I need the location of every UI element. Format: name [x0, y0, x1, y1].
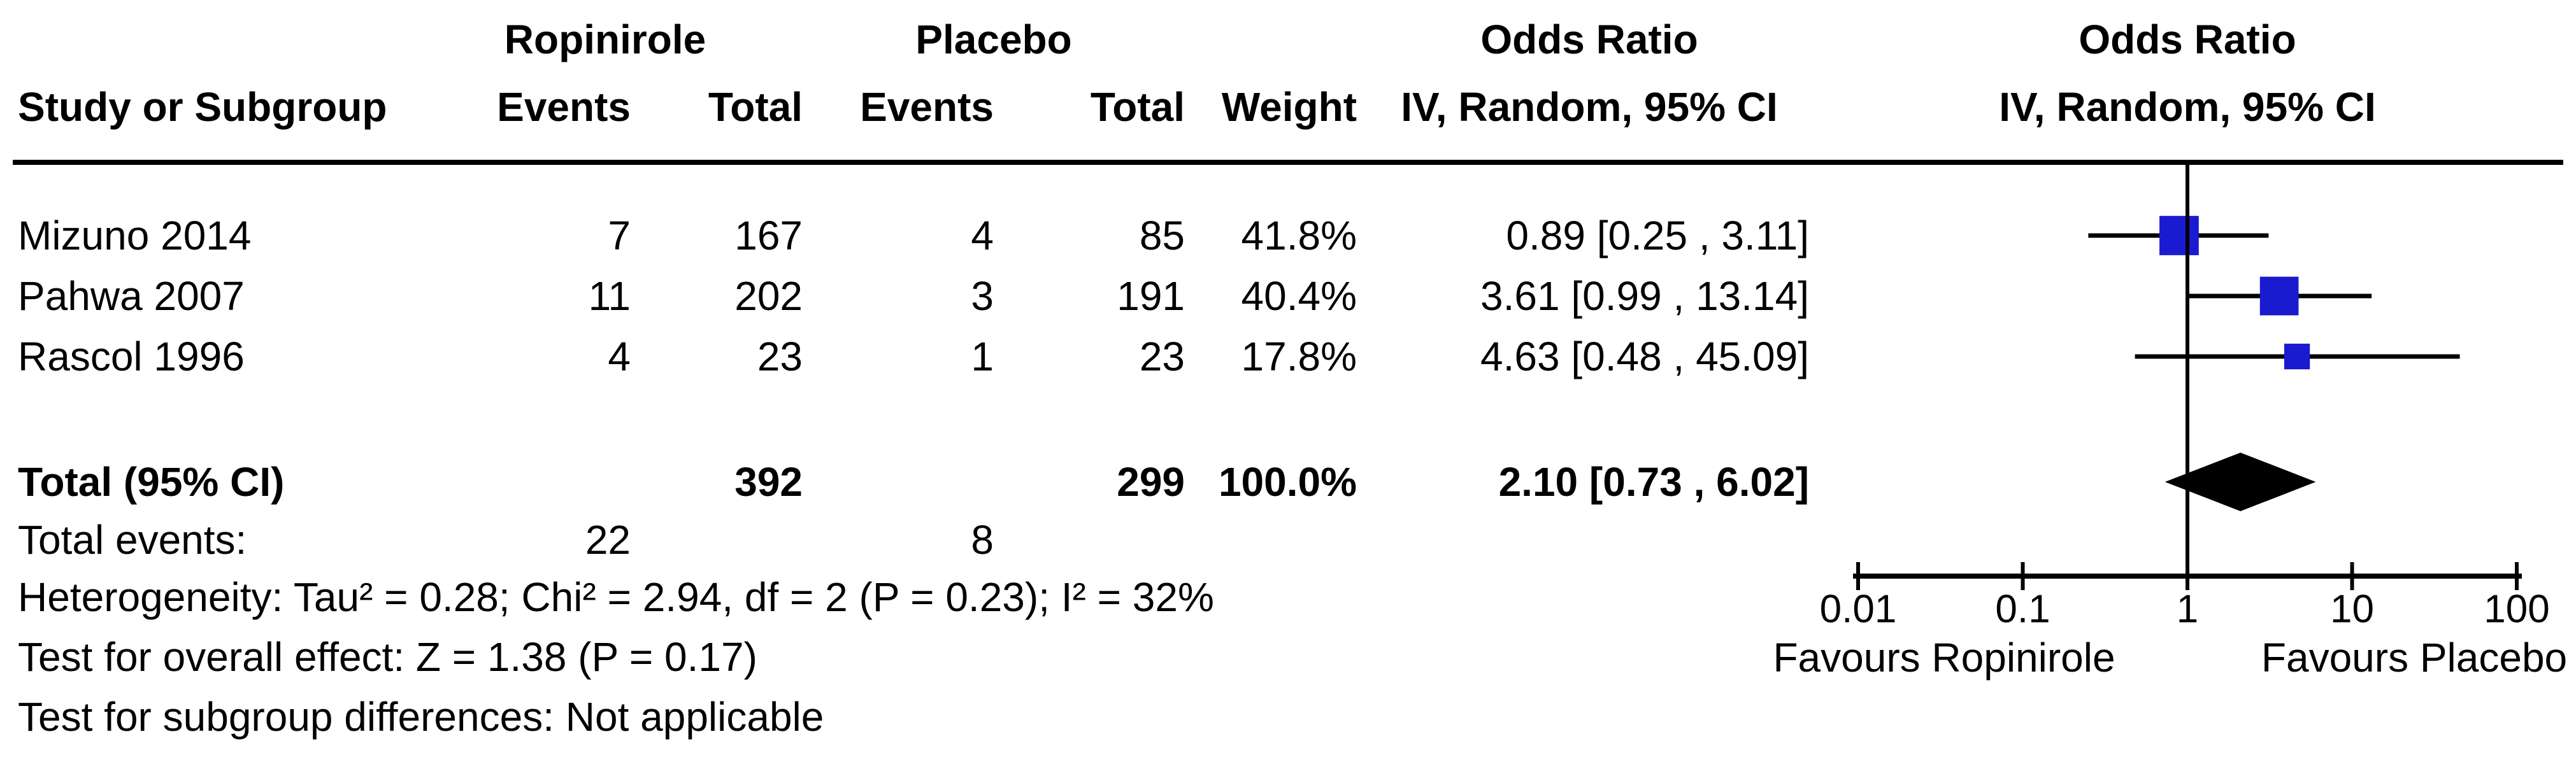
weight-column-header: Weight: [1221, 84, 1357, 130]
heterogeneity-stats: Heterogeneity: Tau² = 0.28; Chi² = 2.94,…: [18, 574, 1214, 620]
total-events-treat: 22: [585, 517, 631, 563]
method-column-header: IV, Random, 95% CI: [1401, 84, 1778, 130]
total-events-ctrl: 8: [971, 517, 994, 563]
events-treat-cell: 4: [608, 334, 631, 379]
axis-tick-label: 10: [2330, 587, 2374, 631]
favours-right-label: Favours Placebo: [2261, 635, 2568, 681]
column-header-row: Study or Subgroup Events Total Events To…: [0, 76, 1822, 138]
total1-column-header: Total: [708, 84, 803, 130]
subgroup-diff-test: Test for subgroup differences: Not appli…: [18, 694, 824, 740]
favours-left-label: Favours Ropinirole: [1773, 635, 2115, 681]
overall-effect-test: Test for overall effect: Z = 1.38 (P = 0…: [18, 634, 757, 680]
or-ci-cell: 3.61 [0.99 , 13.14]: [1480, 273, 1809, 319]
study-row: Rascol 1996 4 23 1 23 17.8% 4.63 [0.48 , 45.09…: [0, 326, 1822, 387]
weight-cell: 40.4%: [1241, 273, 1357, 319]
total-ctrl-cell: 191: [1117, 273, 1185, 319]
weight-cell: 41.8%: [1241, 213, 1357, 258]
total-row: Total (95% CI) 392 299 100.0% 2.10 [0.73…: [0, 451, 1822, 512]
total-events-row: Total events: 22 8: [0, 509, 1822, 570]
study-point-square: [2284, 343, 2310, 370]
total-events-label: Total events:: [18, 517, 247, 563]
total-or-ci-cell: 2.10 [0.73 , 6.02]: [1498, 459, 1809, 505]
total2-column-header: Total: [1090, 84, 1185, 130]
total-treat-cell: 23: [757, 334, 803, 379]
axis-tick-label: 100: [2484, 587, 2550, 631]
total-label: Total (95% CI): [18, 459, 285, 505]
total-weight-cell: 100.0%: [1218, 459, 1357, 505]
or-ci-cell: 0.89 [0.25 , 3.11]: [1506, 213, 1809, 258]
axis-tick-label: 1: [2176, 587, 2199, 631]
study-name-cell: Mizuno 2014: [18, 213, 252, 258]
events-ctrl-cell: 3: [971, 273, 994, 319]
study-row: Pahwa 2007 11 202 3 191 40.4% 3.61 [0.99 , 13.…: [0, 265, 1822, 327]
axis-tick-label: 0.1: [1995, 587, 2050, 631]
study-point-square: [2159, 216, 2199, 255]
study-point-square: [2259, 276, 2299, 316]
total-total1-cell: 392: [734, 459, 803, 505]
group-header-ropinirole: Ropinirole: [504, 17, 706, 62]
events1-column-header: Events: [497, 84, 631, 130]
or-ci-cell: 4.63 [0.48 , 45.09]: [1480, 334, 1809, 379]
pooled-effect-diamond: [2165, 453, 2316, 511]
odds-ratio-plot-title: Odds Ratio: [2079, 17, 2296, 62]
total-treat-cell: 167: [734, 213, 803, 258]
study-column-header: Study or Subgroup: [18, 84, 387, 130]
study-name-cell: Pahwa 2007: [18, 273, 245, 319]
events-ctrl-cell: 1: [971, 334, 994, 379]
events-ctrl-cell: 4: [971, 213, 994, 258]
total-ctrl-cell: 85: [1139, 213, 1185, 258]
events-treat-cell: 7: [608, 213, 631, 258]
events-treat-cell: 11: [588, 273, 631, 319]
study-row: Mizuno 2014 7 167 4 85 41.8% 0.89 [0.25 , 3.11…: [0, 205, 1822, 266]
events2-column-header: Events: [860, 84, 994, 130]
weight-cell: 17.8%: [1241, 334, 1357, 379]
odds-ratio-column-title: Odds Ratio: [1480, 17, 1698, 62]
total-treat-cell: 202: [734, 273, 803, 319]
total-ctrl-cell: 23: [1139, 334, 1185, 379]
study-name-cell: Rascol 1996: [18, 334, 245, 379]
group-header-placebo: Placebo: [915, 17, 1072, 62]
total-total2-cell: 299: [1117, 459, 1185, 505]
method-plot-header: IV, Random, 95% CI: [1999, 84, 2376, 130]
axis-tick-label: 0.01: [1819, 587, 1897, 631]
